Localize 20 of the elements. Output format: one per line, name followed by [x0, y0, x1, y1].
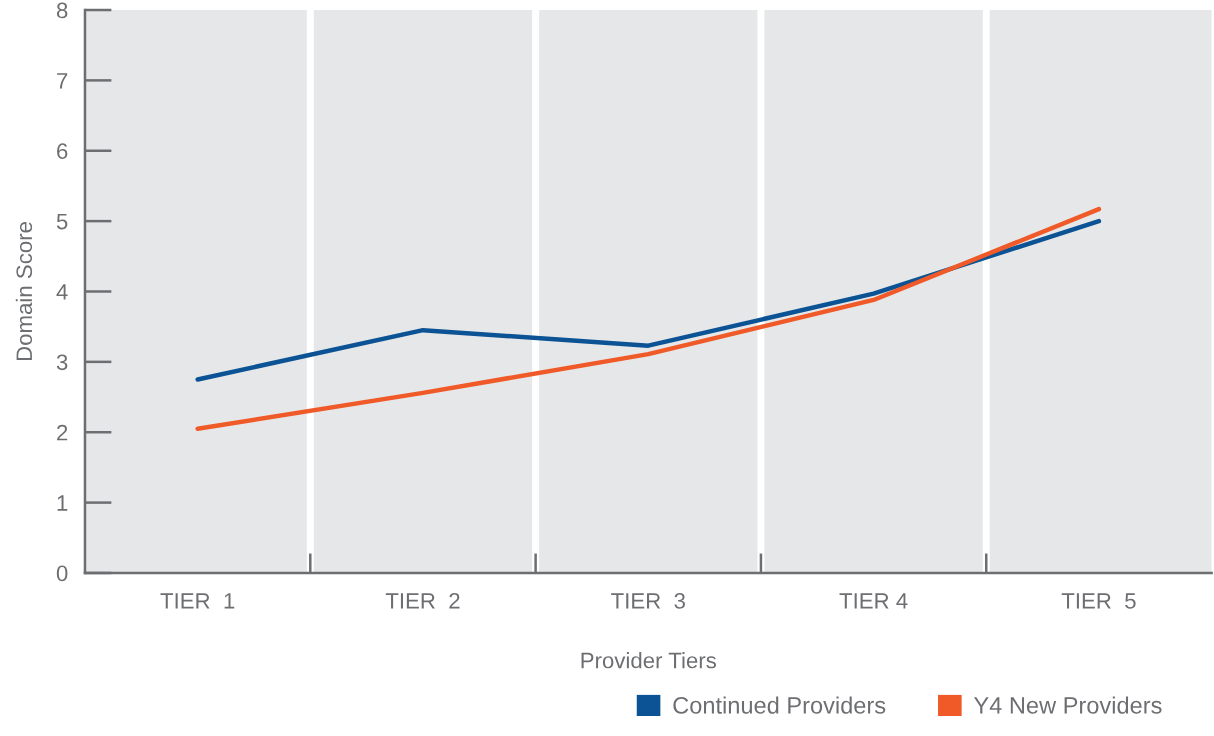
line-series: [195, 206, 1102, 431]
y-axis-title: Domain Score: [15, 222, 33, 361]
y-tick-label: 5: [56, 213, 68, 230]
x-axis-title: Provider Tiers: [581, 652, 717, 669]
x-tick-label: TIER 5: [1061, 593, 1136, 609]
y-tick-label: 7: [57, 73, 68, 89]
x-tick-label: TIER 1: [160, 593, 235, 609]
y-tick-label: 8: [56, 2, 68, 19]
line-series: [195, 218, 1102, 382]
y-tick-label: 0: [56, 565, 68, 582]
y-tick-label: 6: [57, 143, 68, 160]
y-tick-label: 4: [56, 284, 68, 300]
y-tick-label: 2: [57, 424, 68, 441]
x-tick-label: TIER 3: [611, 593, 685, 609]
legend-label: Y4 New Providers: [973, 696, 1162, 714]
y-tick-label: 3: [56, 354, 68, 371]
x-tick-label: TIER 2: [385, 593, 460, 609]
legend-label: Continued Providers: [673, 696, 886, 714]
x-tick-label: TIER 4: [839, 593, 908, 609]
y-tick-label: 1: [57, 495, 68, 511]
